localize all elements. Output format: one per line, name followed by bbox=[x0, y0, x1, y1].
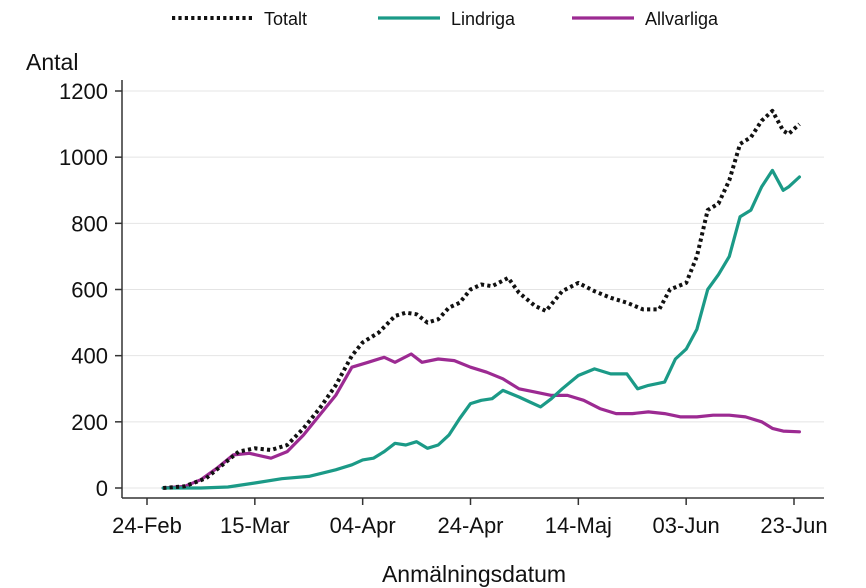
y-axis-title: Antal bbox=[26, 49, 78, 75]
y-tick-label: 200 bbox=[71, 410, 108, 435]
x-tick-label: 03-Jun bbox=[653, 513, 720, 538]
x-tick-label: 14-Maj bbox=[545, 513, 612, 538]
x-tick-label: 23-Jun bbox=[760, 513, 827, 538]
legend-label-lindriga: Lindriga bbox=[451, 9, 516, 29]
series-line-allvarliga bbox=[161, 352, 801, 490]
series-line-lindriga bbox=[161, 168, 801, 490]
gridlines bbox=[122, 90, 824, 489]
y-tick-label: 1000 bbox=[59, 145, 108, 170]
x-tick-label: 24-Apr bbox=[437, 513, 503, 538]
x-tick-label: 15-Mar bbox=[220, 513, 290, 538]
x-tick-label: 04-Apr bbox=[330, 513, 396, 538]
axes: 0 200 400 600 800 1000 1200 24-Feb 15-Mar 04-Apr 2… bbox=[59, 79, 828, 538]
y-tick-label: 1200 bbox=[59, 79, 108, 104]
legend: Totalt Lindriga Allvarliga bbox=[172, 9, 719, 29]
y-tick-label: 800 bbox=[71, 211, 108, 236]
y-tick-label: 0 bbox=[96, 476, 108, 501]
legend-label-totalt: Totalt bbox=[264, 9, 307, 29]
series-lines bbox=[161, 108, 801, 490]
series-line-totalt bbox=[163, 108, 801, 490]
x-axis-title: Anmälningsdatum bbox=[382, 561, 566, 587]
y-tick-label: 400 bbox=[71, 344, 108, 369]
y-tick-label: 600 bbox=[71, 278, 108, 303]
x-tick-label: 24-Feb bbox=[112, 513, 182, 538]
legend-label-allvarliga: Allvarliga bbox=[645, 9, 719, 29]
